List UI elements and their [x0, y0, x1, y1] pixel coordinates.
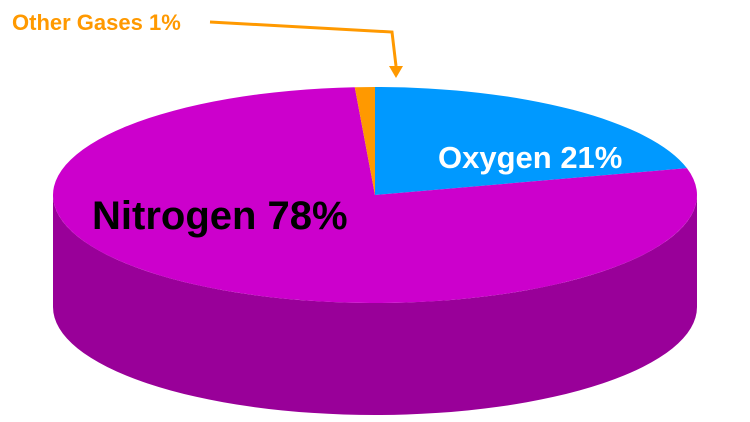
pie-side-nitrogen [53, 195, 697, 415]
slice-label-nitrogen: Nitrogen 78% [92, 194, 348, 238]
callout-layer [209, 20, 403, 78]
pie-top-layer [52, 86, 697, 303]
pie-side-layer [53, 195, 697, 415]
slice-label-oxygen: Oxygen 21% [438, 140, 622, 175]
pie-slice-nitrogen [52, 87, 697, 303]
pie-slice-other-gases [354, 86, 375, 195]
label-layer: Nitrogen 78% Oxygen 21% Other Gases 1% [12, 10, 622, 238]
callout-line-other-gases [209, 20, 398, 67]
slice-label-other-gases: Other Gases 1% [12, 10, 181, 35]
callout-arrow-other-gases [389, 66, 403, 78]
pie-slice-oxygen [375, 87, 687, 195]
